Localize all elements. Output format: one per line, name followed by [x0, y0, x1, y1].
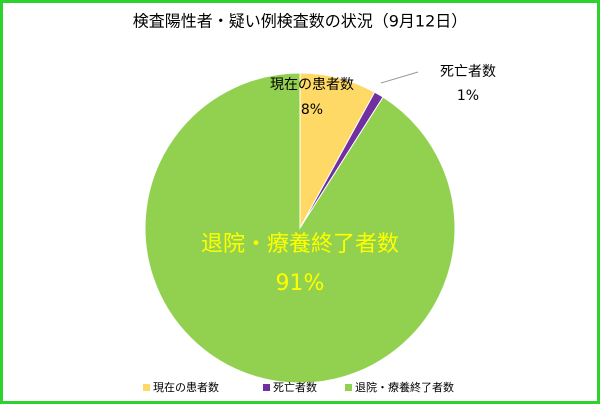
leader-line	[380, 71, 419, 84]
data-label-value: 1%	[457, 88, 479, 104]
legend-swatch	[263, 384, 270, 391]
legend-label: 退院・療養終了者数	[355, 380, 454, 394]
legend-label: 現在の患者数	[153, 381, 219, 394]
legend-swatch	[143, 384, 150, 391]
pie	[144, 72, 456, 384]
chart-title: 検査陽性者・疑い例検査数の状況（9月12日）	[133, 12, 468, 31]
data-labels: 現在の患者数 8% 死亡者数 1% 退院・療養終了者数 91%	[201, 64, 496, 296]
data-label-value: 91%	[276, 271, 325, 296]
pie-slice	[144, 72, 456, 384]
data-label-name: 死亡者数	[440, 64, 496, 80]
data-label-name: 退院・療養終了者数	[201, 232, 399, 257]
legend-label: 死亡者数	[273, 380, 317, 394]
legend-swatch	[345, 384, 352, 391]
legend: 現在の患者数 死亡者数 退院・療養終了者数	[143, 380, 454, 394]
data-label-value: 8%	[301, 102, 323, 118]
data-label-name: 現在の患者数	[270, 77, 354, 93]
